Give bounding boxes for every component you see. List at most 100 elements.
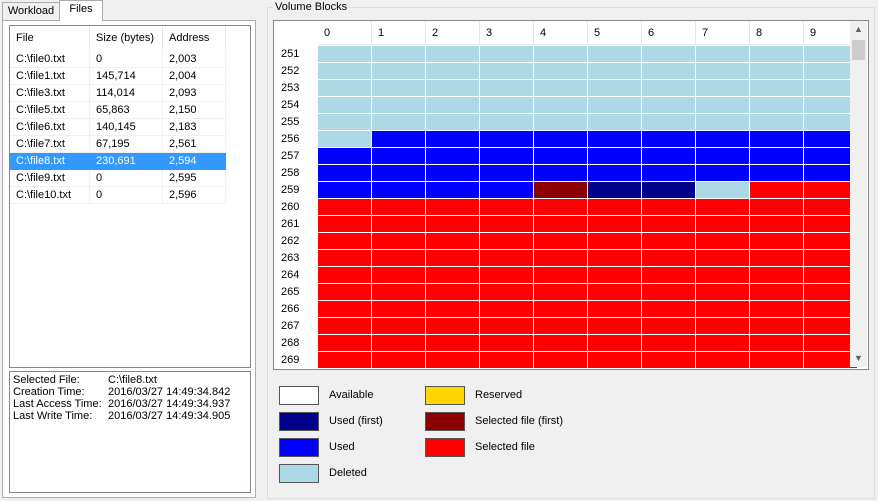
block-deleted[interactable] [534, 97, 587, 113]
block-selected[interactable] [480, 352, 533, 368]
column-header-size[interactable]: Size (bytes) [90, 26, 163, 50]
block-deleted[interactable] [480, 46, 533, 62]
block-used-first[interactable] [642, 182, 695, 198]
block-selected[interactable] [318, 301, 371, 317]
chevron-down-icon[interactable]: ▼ [854, 353, 863, 363]
block-selected[interactable] [534, 216, 587, 232]
block-deleted[interactable] [696, 114, 749, 130]
block-used[interactable] [426, 165, 479, 181]
block-selected[interactable] [696, 250, 749, 266]
block-selected-first[interactable] [534, 182, 587, 198]
table-row[interactable]: C:\file1.txt 145,714 2,004 [10, 68, 250, 85]
block-used[interactable] [804, 148, 857, 164]
block-selected[interactable] [426, 233, 479, 249]
block-selected[interactable] [588, 199, 641, 215]
column-header-block[interactable]: 6 [642, 21, 696, 45]
block-selected[interactable] [696, 301, 749, 317]
block-used[interactable] [696, 148, 749, 164]
block-deleted[interactable] [534, 114, 587, 130]
block-selected[interactable] [534, 233, 587, 249]
block-used[interactable] [480, 165, 533, 181]
block-selected[interactable] [696, 267, 749, 283]
block-deleted[interactable] [750, 114, 803, 130]
block-used[interactable] [642, 131, 695, 147]
block-selected[interactable] [534, 335, 587, 351]
block-selected[interactable] [372, 267, 425, 283]
block-used[interactable] [480, 182, 533, 198]
column-header-block[interactable]: 3 [480, 21, 534, 45]
block-selected[interactable] [642, 233, 695, 249]
block-deleted[interactable] [750, 63, 803, 79]
block-selected[interactable] [534, 250, 587, 266]
column-header-block[interactable]: 7 [696, 21, 750, 45]
block-selected[interactable] [480, 250, 533, 266]
block-deleted[interactable] [426, 63, 479, 79]
block-deleted[interactable] [750, 80, 803, 96]
block-used[interactable] [318, 148, 371, 164]
volume-blocks-grid[interactable]: 0 1 2 3 4 5 6 7 8 9 251 252 253 254 255 256 257 258 259 260… [273, 20, 869, 370]
block-selected[interactable] [534, 284, 587, 300]
table-row[interactable]: C:\file10.txt 0 2,596 [10, 187, 250, 204]
block-selected[interactable] [318, 318, 371, 334]
block-deleted[interactable] [642, 63, 695, 79]
block-selected[interactable] [426, 284, 479, 300]
block-deleted[interactable] [750, 97, 803, 113]
block-selected[interactable] [480, 318, 533, 334]
block-selected[interactable] [372, 216, 425, 232]
block-selected[interactable] [804, 250, 857, 266]
block-selected[interactable] [804, 335, 857, 351]
block-deleted[interactable] [426, 114, 479, 130]
block-selected[interactable] [318, 199, 371, 215]
block-deleted[interactable] [588, 63, 641, 79]
block-deleted[interactable] [318, 46, 371, 62]
table-row[interactable]: C:\file0.txt 0 2,003 [10, 51, 250, 68]
block-selected[interactable] [588, 233, 641, 249]
block-selected[interactable] [372, 318, 425, 334]
block-selected[interactable] [750, 352, 803, 368]
block-selected[interactable] [588, 318, 641, 334]
block-deleted[interactable] [588, 97, 641, 113]
block-used[interactable] [426, 182, 479, 198]
table-row[interactable]: C:\file9.txt 0 2,595 [10, 170, 250, 187]
block-selected[interactable] [750, 267, 803, 283]
table-row[interactable]: C:\file7.txt 67,195 2,561 [10, 136, 250, 153]
vertical-scrollbar[interactable]: ▲ ▼ [850, 21, 867, 367]
block-selected[interactable] [750, 301, 803, 317]
block-selected[interactable] [588, 284, 641, 300]
block-selected[interactable] [534, 318, 587, 334]
block-selected[interactable] [642, 267, 695, 283]
block-used[interactable] [642, 148, 695, 164]
block-deleted[interactable] [426, 46, 479, 62]
block-selected[interactable] [804, 199, 857, 215]
block-selected[interactable] [588, 250, 641, 266]
block-selected[interactable] [696, 284, 749, 300]
block-selected[interactable] [480, 216, 533, 232]
block-selected[interactable] [318, 233, 371, 249]
block-deleted[interactable] [696, 97, 749, 113]
block-selected[interactable] [318, 250, 371, 266]
block-selected[interactable] [426, 352, 479, 368]
table-row[interactable]: C:\file3.txt 114,014 2,093 [10, 85, 250, 102]
block-deleted[interactable] [804, 80, 857, 96]
block-used[interactable] [750, 131, 803, 147]
block-selected[interactable] [642, 301, 695, 317]
block-deleted[interactable] [642, 114, 695, 130]
column-header-block[interactable]: 2 [426, 21, 480, 45]
block-deleted[interactable] [426, 80, 479, 96]
block-selected[interactable] [804, 233, 857, 249]
block-deleted[interactable] [426, 97, 479, 113]
block-selected[interactable] [534, 301, 587, 317]
block-selected[interactable] [696, 233, 749, 249]
block-selected[interactable] [534, 352, 587, 368]
block-selected[interactable] [480, 267, 533, 283]
block-deleted[interactable] [318, 131, 371, 147]
block-selected[interactable] [480, 199, 533, 215]
block-selected[interactable] [588, 301, 641, 317]
block-used[interactable] [696, 165, 749, 181]
block-selected[interactable] [696, 318, 749, 334]
block-used[interactable] [426, 131, 479, 147]
block-selected[interactable] [696, 335, 749, 351]
block-deleted[interactable] [696, 63, 749, 79]
block-deleted[interactable] [480, 80, 533, 96]
block-deleted[interactable] [372, 63, 425, 79]
